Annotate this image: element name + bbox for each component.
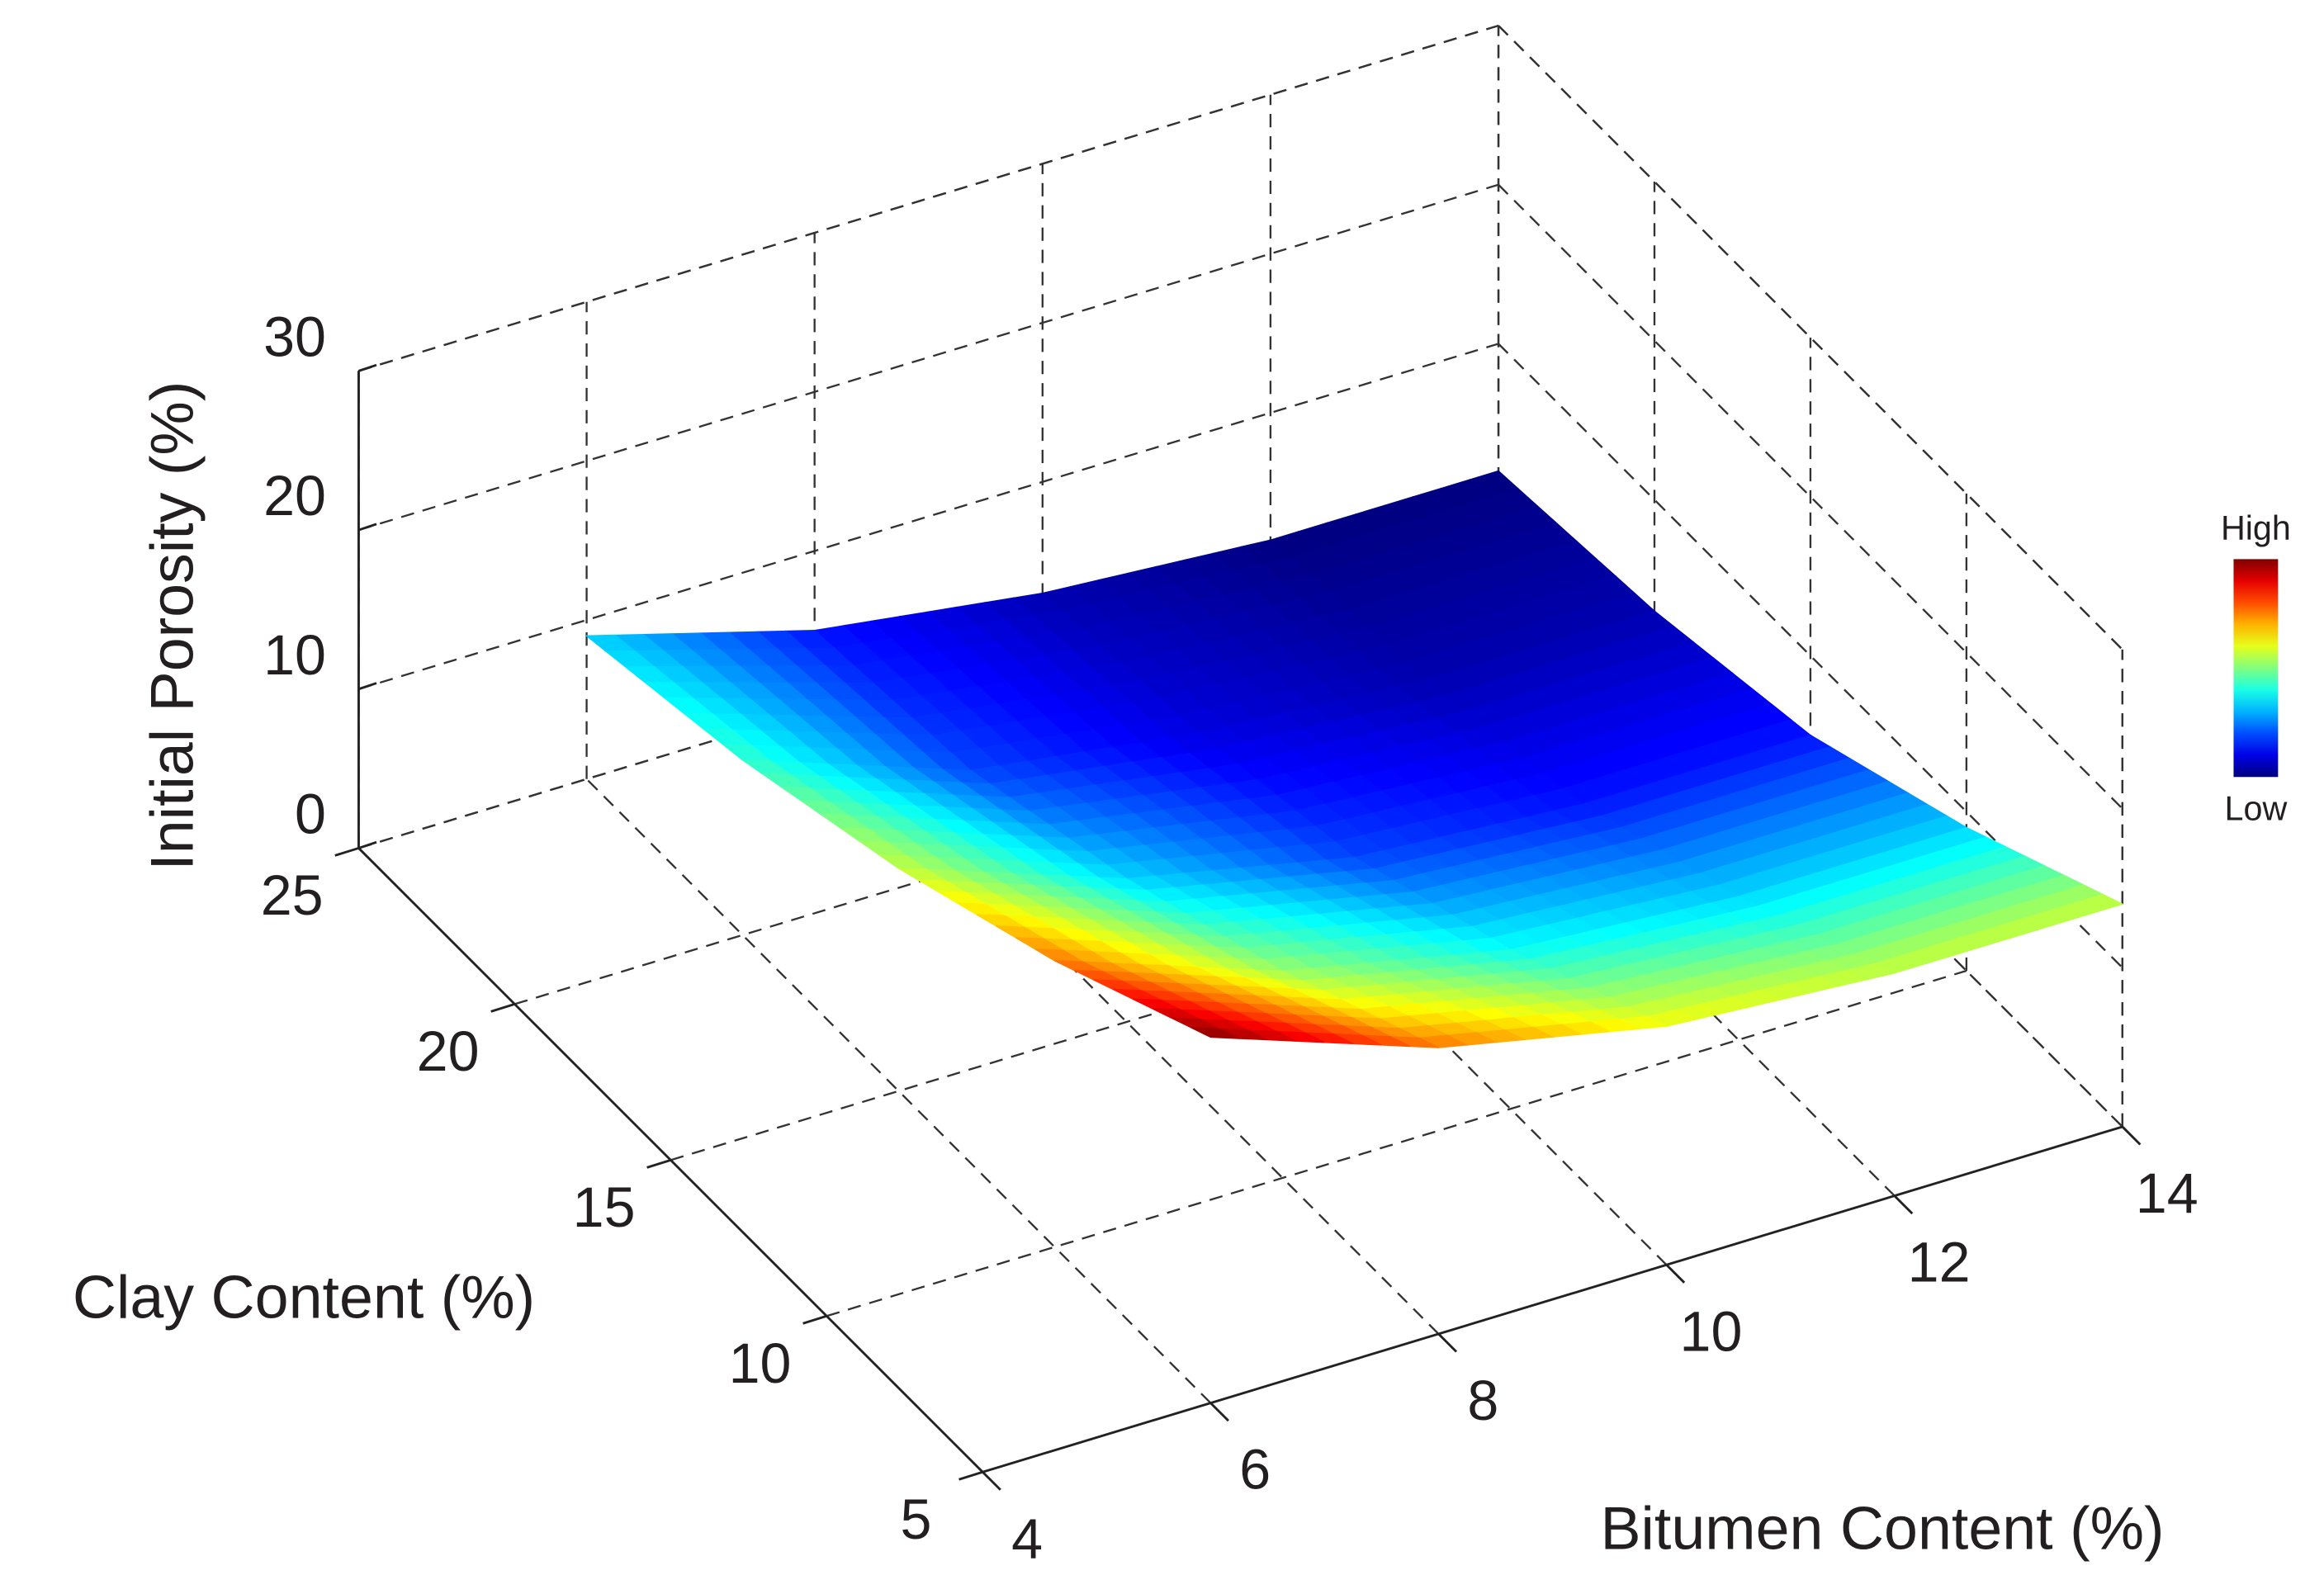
surface — [585, 470, 2124, 1048]
grid-line — [1498, 25, 2123, 650]
y-tick — [802, 1314, 827, 1325]
grid-line — [1498, 502, 2123, 1128]
z-tick-label: 30 — [263, 305, 326, 368]
y-tick — [490, 1003, 515, 1013]
y-tick-label: 20 — [417, 1020, 480, 1083]
z-tick-label: 0 — [295, 783, 326, 845]
grid-line — [358, 183, 1499, 532]
x-tick — [982, 1471, 1001, 1491]
colorbar — [2233, 559, 2279, 778]
x-tick — [1209, 1402, 1229, 1422]
y-axis-line — [357, 847, 984, 1473]
x-tick-label: 8 — [1467, 1369, 1498, 1432]
z-tick — [358, 363, 377, 372]
x-tick-label: 12 — [1908, 1232, 1971, 1294]
x-axis-line — [982, 1125, 2123, 1473]
y-tick-label: 5 — [901, 1488, 932, 1551]
colorbar-high-label: High — [2221, 509, 2291, 547]
y-tick — [646, 1158, 671, 1169]
axes: 4 6 8 10 12 14 5 10 15 20 25 0 10 20 30 — [261, 305, 2199, 1570]
grid-line — [585, 778, 1212, 1404]
y-axis-title: Clay Content (%) — [73, 1263, 535, 1331]
x-tick-label: 10 — [1680, 1300, 1743, 1363]
z-axis-title: Initial Porosity (%) — [137, 381, 206, 871]
y-tick-label: 15 — [573, 1176, 636, 1239]
z-tick — [358, 840, 377, 849]
y-tick-label: 25 — [261, 864, 324, 927]
x-axis-title: Bitumen Content (%) — [1600, 1494, 2164, 1563]
x-tick — [1665, 1264, 1686, 1284]
grid-line — [1498, 183, 2123, 810]
z-tick-label: 10 — [263, 624, 326, 687]
surface-patch — [1190, 1027, 1240, 1039]
x-tick — [2121, 1125, 2142, 1146]
x-tick-label: 14 — [2136, 1162, 2199, 1225]
x-tick-label: 4 — [1011, 1507, 1043, 1570]
y-tick — [334, 847, 359, 857]
z-tick — [358, 523, 377, 532]
grid-line — [358, 24, 1499, 372]
x-tick-label: 6 — [1239, 1439, 1271, 1502]
x-tick — [1893, 1194, 1914, 1215]
y-tick-label: 10 — [729, 1332, 792, 1395]
y-tick — [958, 1470, 983, 1481]
z-tick-label: 20 — [263, 465, 326, 527]
z-tick — [358, 682, 377, 691]
colorbar-low-label: Low — [2225, 789, 2288, 827]
x-tick — [1437, 1332, 1458, 1353]
